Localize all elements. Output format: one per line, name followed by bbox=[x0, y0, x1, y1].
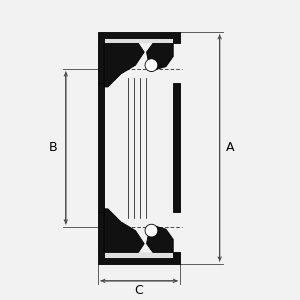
Polygon shape bbox=[104, 44, 144, 87]
Circle shape bbox=[145, 59, 158, 72]
Polygon shape bbox=[104, 38, 173, 44]
Polygon shape bbox=[104, 252, 173, 258]
Polygon shape bbox=[146, 44, 173, 70]
Polygon shape bbox=[173, 83, 181, 212]
Text: C: C bbox=[135, 284, 143, 297]
Polygon shape bbox=[98, 212, 181, 264]
Text: A: A bbox=[226, 141, 234, 154]
Text: B: B bbox=[49, 141, 57, 154]
Polygon shape bbox=[104, 209, 144, 252]
Circle shape bbox=[145, 224, 158, 237]
Polygon shape bbox=[98, 83, 104, 212]
Polygon shape bbox=[146, 226, 173, 252]
Polygon shape bbox=[98, 32, 181, 83]
